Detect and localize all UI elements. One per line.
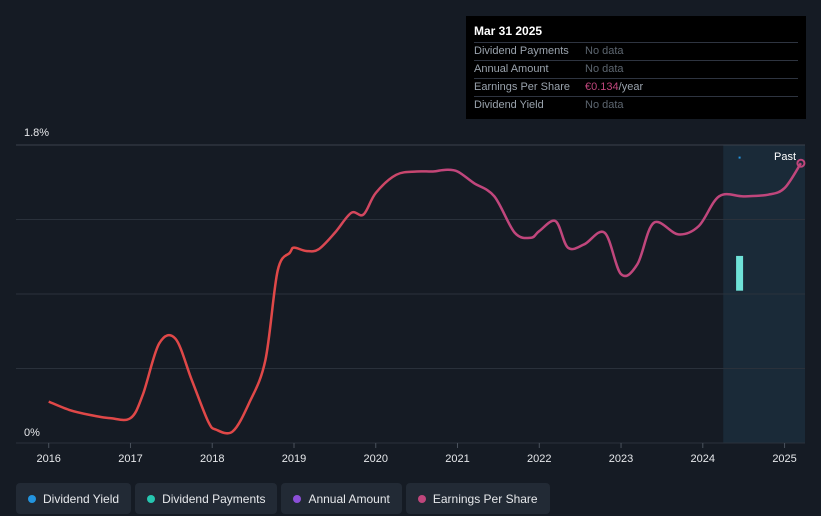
eps-series-line <box>48 162 802 435</box>
past-label: Past <box>774 151 796 163</box>
x-tick-label: 2022 <box>527 453 551 465</box>
x-tick-label: 2020 <box>364 453 388 465</box>
legend-label: Earnings Per Share <box>432 491 538 506</box>
tooltip-value: No data <box>585 63 624 75</box>
y-axis-bottom-label: 0% <box>24 427 40 439</box>
legend-label: Dividend Yield <box>43 491 120 506</box>
legend-label: Dividend Payments <box>162 491 266 506</box>
tooltip-value-suffix: /year <box>618 81 644 93</box>
tooltip-row-eps: Earnings Per Share €0.134/year <box>474 78 798 96</box>
x-tick-label: 2016 <box>36 453 60 465</box>
earnings-per-share-dot-icon <box>417 494 426 503</box>
x-tick-label: 2024 <box>691 453 715 465</box>
tooltip-value-wrap: €0.134/year <box>585 79 643 96</box>
tooltip-label: Annual Amount <box>474 63 549 75</box>
grid-lines <box>16 144 805 444</box>
legend-item-earnings-per-share[interactable]: Earnings Per Share <box>405 483 550 514</box>
x-tick-label: 2021 <box>445 453 469 465</box>
tooltip-value: No data <box>585 99 624 111</box>
legend-label: Annual Amount <box>308 491 390 506</box>
eps-end-marker <box>796 158 806 168</box>
tooltip-label: Dividend Payments <box>474 45 569 57</box>
legend-item-annual-amount[interactable]: Annual Amount <box>281 483 402 514</box>
x-tick-label: 2018 <box>200 453 224 465</box>
x-tick-label: 2023 <box>609 453 633 465</box>
x-tick-label: 2017 <box>118 453 142 465</box>
tooltip-row-dividend-payments: Dividend Payments No data <box>474 42 798 60</box>
tooltip-panel: Mar 31 2025 Dividend Payments No data An… <box>466 16 806 119</box>
chart-area: 2016 2017 2018 2019 2020 2021 2022 2023 2024 2025… <box>16 127 806 465</box>
dividend-payments-dot-icon <box>147 494 156 503</box>
legend-item-dividend-yield[interactable]: Dividend Yield <box>16 483 132 514</box>
dividend-yield-marker <box>738 156 741 159</box>
x-tick-label: 2019 <box>282 453 306 465</box>
tooltip-date: Mar 31 2025 <box>474 24 543 38</box>
legend-item-dividend-payments[interactable]: Dividend Payments <box>135 483 278 514</box>
x-tick-label: 2025 <box>772 453 796 465</box>
tooltip-row-annual-amount: Annual Amount No data <box>474 60 798 78</box>
annual-amount-dot-icon <box>293 494 302 503</box>
tooltip-row-dividend-yield: Dividend Yield No data <box>474 96 798 114</box>
tooltip-label: Earnings Per Share <box>474 81 570 93</box>
dividend-yield-dot-icon <box>28 494 36 503</box>
series-group <box>48 156 806 435</box>
dividend-payments-bar <box>736 255 744 291</box>
tooltip-value: No data <box>585 45 624 57</box>
x-axis-ticks: 2016 2017 2018 2019 2020 2021 2022 2023 2024 2025 <box>36 443 797 465</box>
y-axis-top-label: 1.8% <box>24 127 49 139</box>
tooltip-label: Dividend Yield <box>474 99 544 111</box>
legend: Dividend Yield Dividend Payments Annual … <box>16 483 550 514</box>
tooltip-value: €0.134 <box>585 81 619 93</box>
